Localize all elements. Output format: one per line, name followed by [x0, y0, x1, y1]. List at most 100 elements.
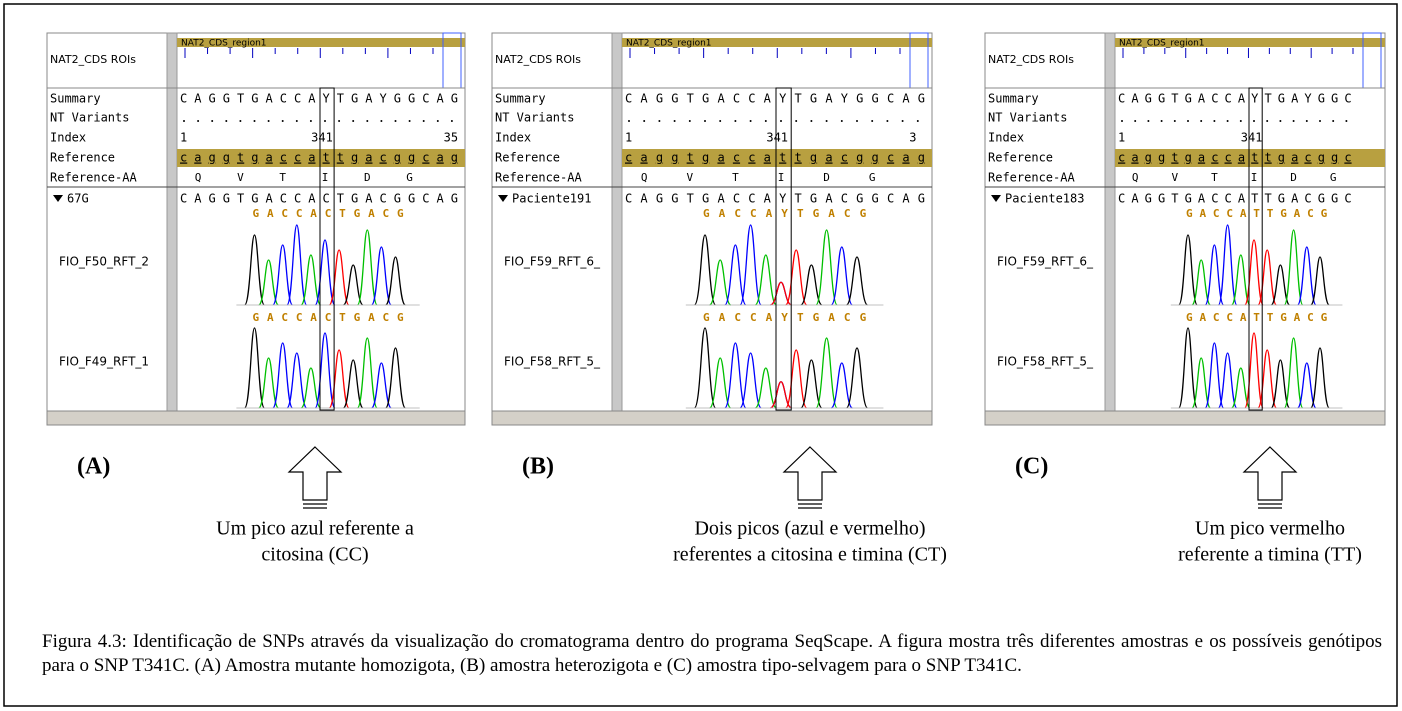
- trace-name: FIO_F59_RFT_6_: [504, 255, 601, 269]
- row-label: Index: [50, 131, 86, 145]
- variant-dot: [395, 120, 397, 122]
- variant-dot: [886, 120, 888, 122]
- row-label: Summary: [495, 92, 546, 106]
- divider: [612, 33, 622, 425]
- annotation: referentes a citosina e timina (CT): [673, 544, 947, 566]
- row-label: Index: [495, 131, 531, 145]
- amino-acid: V: [686, 171, 693, 184]
- index-label: 341: [311, 131, 333, 145]
- row-label: NT Variants: [50, 111, 129, 125]
- variant-dot: [1345, 120, 1347, 122]
- variant-dot: [296, 120, 298, 122]
- index-label: 3: [909, 131, 916, 145]
- variant-dot: [239, 120, 241, 122]
- index-label: 1: [1118, 131, 1125, 145]
- variant-dot: [183, 120, 185, 122]
- panel-label: (A): [77, 454, 110, 480]
- row-label: Reference: [50, 151, 115, 165]
- reference-bar: [622, 149, 932, 167]
- variant-dot: [658, 120, 660, 122]
- variant-dot: [628, 120, 630, 122]
- roi-region: NAT2_CDS_region1: [1119, 39, 1205, 49]
- arrow: [1244, 447, 1296, 508]
- roi-region: NAT2_CDS_region1: [626, 39, 712, 49]
- amino-acid: T: [1211, 171, 1218, 184]
- variant-dot: [704, 120, 706, 122]
- variant-dot: [1306, 120, 1308, 122]
- variant-dot: [1319, 120, 1321, 122]
- variant-dot: [1187, 120, 1189, 122]
- variant-dot: [1279, 120, 1281, 122]
- amino-acid: Q: [641, 171, 648, 184]
- variant-dot: [1200, 120, 1202, 122]
- variant-dot: [338, 120, 340, 122]
- amino-acid: Q: [1132, 171, 1139, 184]
- variant-dot: [841, 120, 843, 122]
- variant-dot: [1266, 120, 1268, 122]
- variant-dot: [1213, 120, 1215, 122]
- scrollbar: [985, 411, 1385, 425]
- row-label: Reference-AA: [988, 171, 1075, 185]
- annotation: citosina (CC): [261, 544, 368, 566]
- roi-label: NAT2_CDS ROIs: [988, 53, 1074, 66]
- amino-acid: I: [778, 171, 785, 184]
- variant-dot: [719, 120, 721, 122]
- variant-dot: [780, 120, 782, 122]
- variant-dot: [352, 120, 354, 122]
- sample-name: Paciente191: [512, 192, 591, 206]
- variant-dot: [254, 120, 256, 122]
- variant-dot: [765, 120, 767, 122]
- amino-acid: V: [237, 171, 244, 184]
- trace-name: FIO_F50_RFT_2: [59, 255, 149, 269]
- panel-label: (C): [1015, 454, 1048, 480]
- amino-acid: I: [322, 171, 329, 184]
- variant-dot: [282, 120, 284, 122]
- index-label: 341: [1241, 131, 1263, 145]
- variant-dot: [902, 120, 904, 122]
- amino-acid: Q: [195, 171, 202, 184]
- variant-dot: [366, 120, 368, 122]
- row-label: Index: [988, 131, 1024, 145]
- roi-label: NAT2_CDS ROIs: [50, 53, 136, 66]
- roi-region: NAT2_CDS_region1: [181, 39, 267, 49]
- amino-acid: I: [1251, 171, 1258, 184]
- trace-name: FIO_F58_RFT_5_: [997, 355, 1094, 369]
- variant-dot: [871, 120, 873, 122]
- variant-dot: [324, 120, 326, 122]
- amino-acid: G: [406, 171, 413, 184]
- row-label: Reference-AA: [495, 171, 582, 185]
- variant-dot: [1293, 120, 1295, 122]
- amino-acid: T: [732, 171, 739, 184]
- annotation: referente a timina (TT): [1178, 544, 1362, 566]
- row-label: NT Variants: [988, 111, 1067, 125]
- amino-acid: T: [279, 171, 286, 184]
- row-label: Summary: [988, 92, 1039, 106]
- sample-name: 67G: [67, 192, 89, 206]
- variant-dot: [1161, 120, 1163, 122]
- amino-acid: G: [1330, 171, 1337, 184]
- variant-dot: [734, 120, 736, 122]
- row-label: Summary: [50, 92, 101, 106]
- index-label: 341: [766, 131, 788, 145]
- variant-dot: [1332, 120, 1334, 122]
- variant-dot: [380, 120, 382, 122]
- variant-dot: [409, 120, 411, 122]
- trace-name: FIO_F59_RFT_6_: [997, 255, 1094, 269]
- variant-dot: [1174, 120, 1176, 122]
- row-label: Reference: [988, 151, 1053, 165]
- variant-dot: [197, 120, 199, 122]
- index-label: 1: [625, 131, 632, 145]
- index-label: 35: [444, 131, 458, 145]
- variant-dot: [437, 120, 439, 122]
- variant-dot: [810, 120, 812, 122]
- variant-dot: [423, 120, 425, 122]
- variant-dot: [674, 120, 676, 122]
- trace-name: FIO_F49_RFT_1: [59, 355, 149, 369]
- variant-dot: [795, 120, 797, 122]
- annotation: Dois picos (azul e vermelho): [694, 518, 925, 540]
- variant-dot: [1134, 120, 1136, 122]
- variant-dot: [643, 120, 645, 122]
- index-label: 1: [180, 131, 187, 145]
- variant-dot: [1253, 120, 1255, 122]
- variant-dot: [310, 120, 312, 122]
